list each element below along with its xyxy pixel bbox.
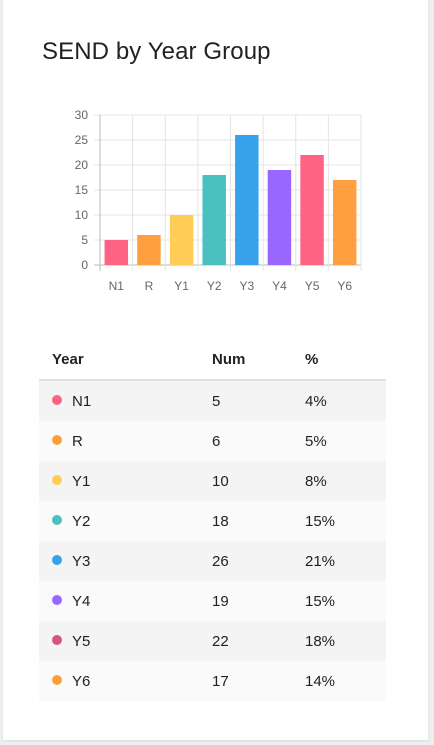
color-dot-icon xyxy=(52,674,62,685)
num-cell: 19 xyxy=(212,592,229,610)
percent-cell: 18% xyxy=(305,632,336,650)
color-dot-icon xyxy=(52,594,62,605)
bar-y4 xyxy=(267,170,292,265)
bar-y3 xyxy=(235,135,259,265)
num-cell: 6 xyxy=(212,432,221,450)
year-label: Y4 xyxy=(72,592,91,610)
y-tick-label: 20 xyxy=(75,158,89,172)
bar-y6 xyxy=(332,180,357,265)
percent-cell: 15% xyxy=(305,592,336,610)
percent-cell: 5% xyxy=(305,432,327,450)
x-tick-label: N1 xyxy=(109,279,125,293)
percent-cell: 14% xyxy=(305,672,336,690)
year-label: Y6 xyxy=(72,672,91,690)
year-label: N1 xyxy=(72,392,92,410)
x-tick-label: Y3 xyxy=(239,279,254,293)
bar-r xyxy=(137,235,161,265)
percent-cell: 15% xyxy=(305,512,336,530)
percent-cell: 21% xyxy=(305,552,336,570)
year-cell: Y4 xyxy=(39,581,212,621)
num-cell: 17 xyxy=(212,672,229,690)
color-dot-icon xyxy=(52,474,62,485)
data-table: Year Num % N1 5 4% R 6 5% Y1 10 8% Y2 18 15% Y3 26 21%… xyxy=(39,339,386,701)
x-tick-label: Y5 xyxy=(305,279,320,293)
bar-chart: 0 5 10 15 20 25 30 N1 R Y1 Y2 Y3 Y4 Y5 Y6 xyxy=(75,108,362,293)
percent-cell: 8% xyxy=(305,472,327,490)
year-cell: Y5 xyxy=(39,621,212,661)
table-row: Y3 26 21% xyxy=(39,541,386,581)
header-num: Num xyxy=(212,339,305,381)
x-tick-label: Y1 xyxy=(174,279,189,293)
num-cell: 10 xyxy=(212,472,229,490)
color-dot-icon xyxy=(52,514,62,525)
num-cell: 18 xyxy=(212,512,229,530)
year-cell: Y2 xyxy=(39,501,212,541)
table-row: Y4 19 15% xyxy=(39,581,386,621)
y-tick-label: 5 xyxy=(81,233,88,247)
bar-y2 xyxy=(202,175,226,265)
color-dot-icon xyxy=(52,554,62,565)
color-dot-icon xyxy=(52,394,62,405)
table-header-row: Year Num % xyxy=(39,339,386,381)
color-dot-icon xyxy=(52,634,62,645)
year-cell: Y1 xyxy=(39,461,212,501)
bar-n1 xyxy=(104,240,129,265)
header-percent: % xyxy=(305,339,386,381)
year-label: Y5 xyxy=(72,632,91,650)
x-tick-label: R xyxy=(145,279,154,293)
num-cell: 5 xyxy=(212,392,221,410)
year-cell: Y6 xyxy=(39,661,212,701)
year-label: Y2 xyxy=(72,512,91,530)
y-tick-label: 0 xyxy=(81,258,88,272)
year-label: R xyxy=(72,432,83,450)
percent-cell: 4% xyxy=(305,392,327,410)
year-label: Y1 xyxy=(72,472,91,490)
num-cell: 22 xyxy=(212,632,229,650)
color-dot-icon xyxy=(52,434,62,445)
year-cell: N1 xyxy=(39,380,212,421)
table-row: Y2 18 15% xyxy=(39,501,386,541)
x-tick-label: Y6 xyxy=(337,279,352,293)
year-cell: R xyxy=(39,421,212,461)
table-row: Y6 17 14% xyxy=(39,661,386,701)
y-tick-label: 15 xyxy=(75,183,89,197)
y-tick-label: 25 xyxy=(75,133,89,147)
bar-y5 xyxy=(300,155,324,265)
table-row: Y1 10 8% xyxy=(39,461,386,501)
table-row: N1 5 4% xyxy=(39,380,386,421)
bar-y1 xyxy=(169,215,194,265)
y-tick-label: 10 xyxy=(75,208,89,222)
x-tick-label: Y4 xyxy=(272,279,287,293)
table-row: Y5 22 18% xyxy=(39,621,386,661)
chart-title: SEND by Year Group xyxy=(42,38,271,65)
num-cell: 26 xyxy=(212,552,229,570)
year-label: Y3 xyxy=(72,552,91,570)
x-tick-label: Y2 xyxy=(207,279,222,293)
y-tick-label: 30 xyxy=(75,108,89,122)
header-year: Year xyxy=(39,339,212,381)
year-cell: Y3 xyxy=(39,541,212,581)
table-row: R 6 5% xyxy=(39,421,386,461)
